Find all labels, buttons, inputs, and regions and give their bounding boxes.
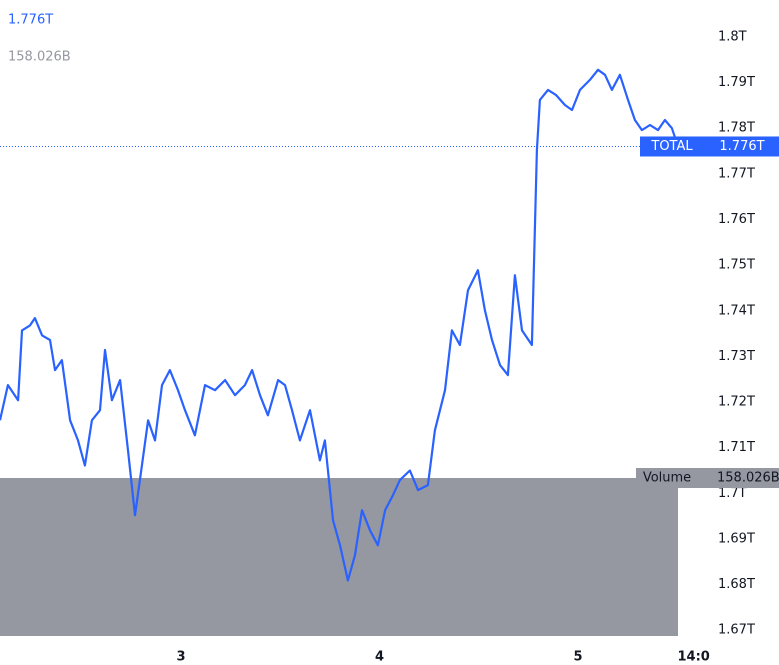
legend-price: 1.776T [8, 13, 53, 28]
y-tick-label: 1.72T [718, 395, 755, 410]
series-label-box [640, 136, 705, 157]
y-tick-label: 1.78T [718, 121, 755, 136]
price-label: 1.776T [719, 139, 764, 154]
legend-volume: 158.026B [8, 50, 71, 65]
y-tick-label: 1.7T [718, 486, 747, 501]
volume-bar [0, 478, 678, 636]
x-tick-label: 4 [375, 650, 384, 665]
y-tick-label: 1.75T [718, 258, 755, 273]
price-label-box [705, 136, 779, 157]
y-tick-label: 1.77T [718, 166, 755, 181]
volume-name-box [636, 468, 705, 488]
y-tick-label: 1.8T [718, 29, 747, 44]
y-tick-label: 1.76T [718, 212, 755, 227]
y-tick-label: 1.79T [718, 75, 755, 90]
y-tick-label: 1.73T [718, 349, 755, 364]
y-tick-label: 1.69T [718, 531, 755, 546]
volume-value: 158.026B [717, 471, 779, 486]
price-line [0, 68, 680, 582]
y-tick-label: 1.67T [718, 623, 755, 638]
x-tick-label: 3 [176, 650, 185, 665]
x-tick-label: 5 [573, 650, 582, 665]
volume-value-box [705, 468, 779, 488]
y-tick-label: 1.74T [718, 303, 755, 318]
volume-name: Volume [643, 471, 691, 486]
series-label: TOTAL [650, 139, 693, 154]
y-tick-label: 1.68T [718, 577, 755, 592]
y-tick-label: 1.71T [718, 440, 755, 455]
x-tick-label: 14:0 [678, 650, 710, 665]
